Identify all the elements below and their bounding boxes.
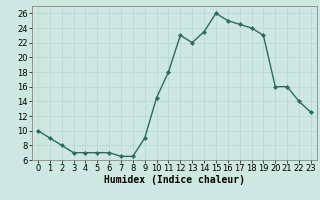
X-axis label: Humidex (Indice chaleur): Humidex (Indice chaleur) bbox=[104, 175, 245, 185]
